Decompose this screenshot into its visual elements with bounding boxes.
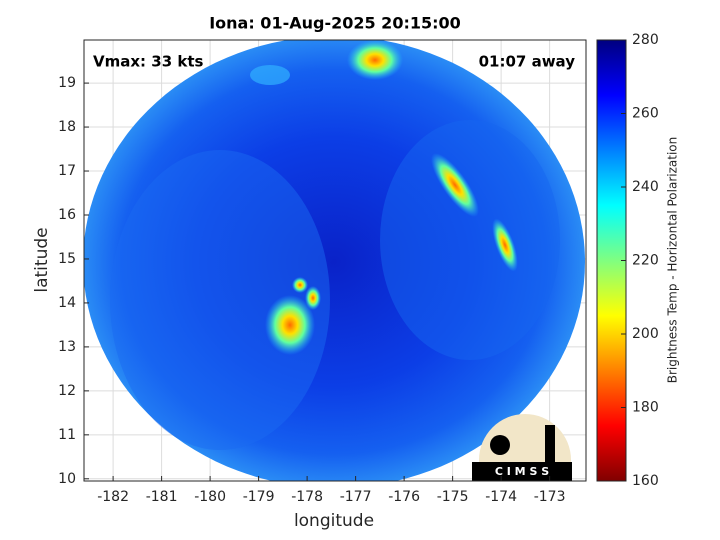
- logo-text: C I M S S: [495, 465, 549, 478]
- annotation: Vmax: 33 kts: [93, 53, 203, 71]
- y-tick-label: 10: [58, 471, 76, 487]
- cloud: [347, 40, 403, 80]
- x-tick-label: -179: [243, 489, 275, 505]
- y-tick-label: 19: [58, 75, 76, 91]
- chart-title: Iona: 01-Aug-2025 20:15:00: [209, 14, 461, 33]
- swath-edge: [380, 120, 560, 360]
- cloud: [292, 277, 308, 293]
- y-tick-label: 15: [58, 251, 76, 267]
- x-tick-label: -174: [485, 489, 517, 505]
- colorbar-tick-label: 240: [632, 179, 659, 195]
- plot-frame: [83, 39, 587, 482]
- colorbar-tick-label: 160: [632, 473, 659, 489]
- logo-banner: [472, 462, 572, 481]
- swath-edge: [110, 150, 330, 450]
- y-tick-label: 17: [58, 163, 76, 179]
- logo-icon: [490, 435, 510, 455]
- x-tick-label: -182: [97, 489, 129, 505]
- colorbar-tick-label: 260: [632, 106, 659, 122]
- y-tick-label: 13: [58, 339, 76, 355]
- colorbar-tick-label: 200: [632, 326, 659, 342]
- cloud: [492, 218, 518, 272]
- x-axis-label: longitude: [294, 511, 374, 531]
- annotation: 01:07 away: [479, 53, 576, 71]
- y-axis-label: latitude: [32, 227, 52, 292]
- x-tick-label: -178: [291, 489, 323, 505]
- y-tick-label: 11: [58, 427, 76, 443]
- x-tick-label: -175: [437, 489, 469, 505]
- y-tick-label: 12: [58, 383, 76, 399]
- y-tick-label: 18: [58, 119, 76, 135]
- y-tick-label: 16: [58, 207, 76, 223]
- x-tick-label: -181: [146, 489, 178, 505]
- x-tick-label: -176: [388, 489, 420, 505]
- satellite-image: C I M S S: [84, 40, 585, 481]
- cloud: [305, 286, 321, 310]
- x-tick-label: -177: [340, 489, 372, 505]
- logo-icon: [545, 425, 555, 463]
- cloud: [431, 153, 479, 217]
- colorbar-tick-label: 220: [632, 253, 659, 269]
- cloud: [250, 65, 290, 85]
- x-tick-label: -173: [534, 489, 566, 505]
- y-tick-label: 14: [58, 295, 76, 311]
- colorbar-tick-label: 280: [632, 32, 659, 48]
- colorbar-label: Brightness Temp - Horizontal Polarizatio…: [666, 137, 680, 384]
- cloud: [265, 295, 315, 355]
- colorbar-tick-label: 180: [632, 400, 659, 416]
- x-tick-label: -180: [194, 489, 226, 505]
